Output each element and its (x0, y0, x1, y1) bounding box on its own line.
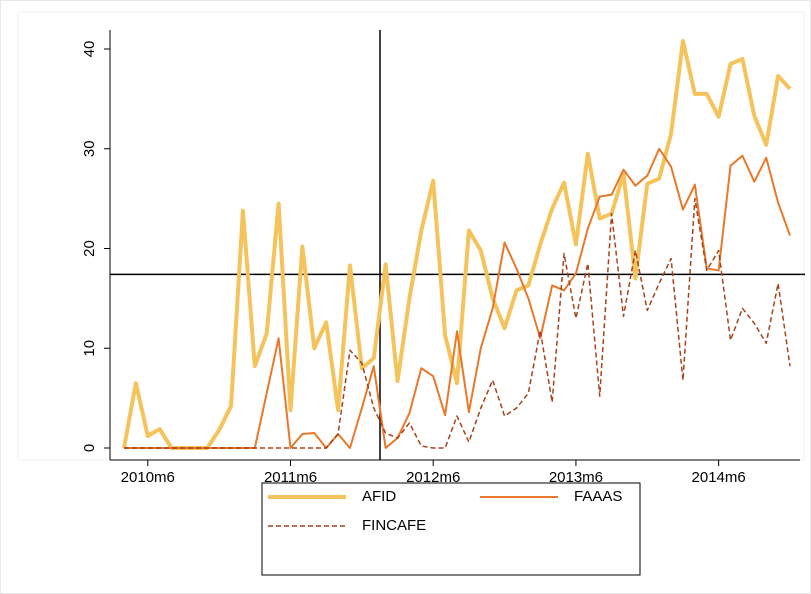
series-line (122, 39, 792, 450)
legend-label: FINCAFE (362, 517, 426, 534)
y-tick-label: 30 (81, 140, 98, 157)
x-tick-label: 2013m6 (549, 469, 603, 486)
y-tick-label: 0 (81, 444, 98, 452)
y-tick-label: 40 (81, 41, 98, 58)
x-tick-label: 2012m6 (406, 469, 460, 486)
y-tick-label: 10 (81, 340, 98, 357)
x-tick-label: 2011m6 (264, 469, 317, 486)
x-tick-label: 2010m6 (121, 469, 175, 486)
plot-region (17, 11, 805, 461)
series-line (124, 197, 791, 449)
x-tick-label: 2014m6 (692, 469, 746, 486)
legend-label: FAAAS (574, 488, 622, 505)
y-tick-label: 20 (81, 240, 98, 257)
legend-label: AFID (362, 488, 396, 505)
series-line (124, 147, 791, 449)
